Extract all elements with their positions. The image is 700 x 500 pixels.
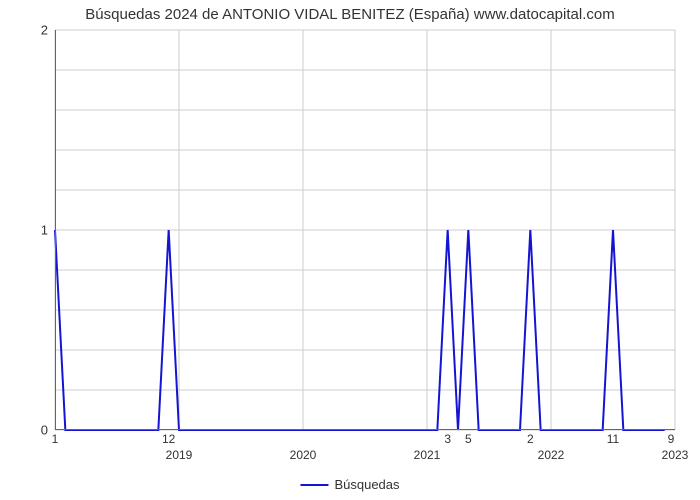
xtick-year: 2020 <box>290 448 317 462</box>
plot-border <box>55 30 675 430</box>
xtick-value: 2 <box>527 432 534 446</box>
legend: Búsquedas <box>300 477 399 492</box>
chart-container: Búsquedas 2024 de ANTONIO VIDAL BENITEZ … <box>0 0 700 500</box>
legend-swatch <box>300 484 328 486</box>
xtick-value: 9 <box>668 432 675 446</box>
xtick-value: 1 <box>52 432 59 446</box>
xtick-value: 12 <box>162 432 175 446</box>
xtick-value: 3 <box>444 432 451 446</box>
ytick-label: 1 <box>41 223 48 238</box>
xtick-year: 2023 <box>662 448 689 462</box>
xtick-value: 5 <box>465 432 472 446</box>
legend-label: Búsquedas <box>334 477 399 492</box>
ytick-label: 2 <box>41 23 48 38</box>
ytick-label: 0 <box>41 423 48 438</box>
xtick-year: 2022 <box>538 448 565 462</box>
xtick-value: 11 <box>607 432 619 446</box>
xtick-year: 2021 <box>414 448 441 462</box>
xtick-year: 2019 <box>166 448 193 462</box>
